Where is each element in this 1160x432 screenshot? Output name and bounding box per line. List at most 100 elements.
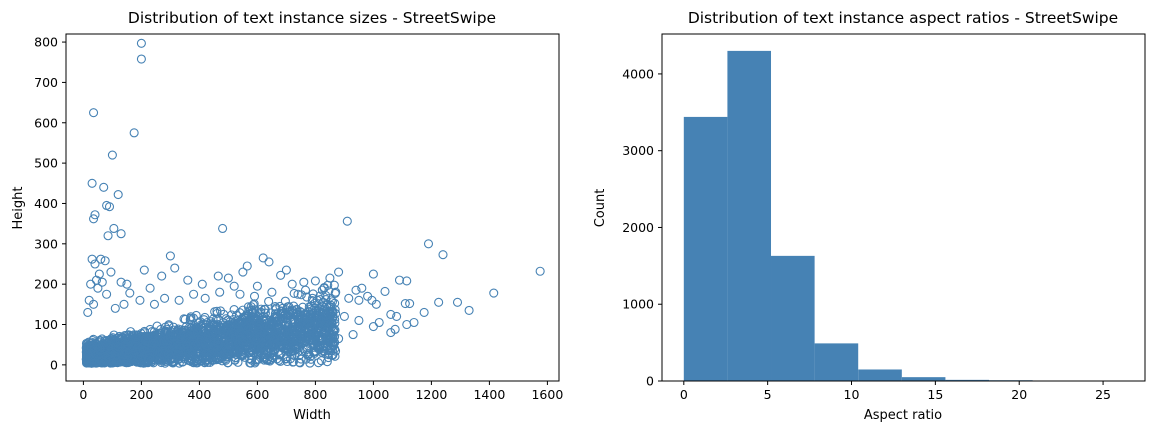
scatter-point [100,256,110,266]
scatter-point [145,283,155,293]
scatter-point [89,299,99,309]
scatter-x-tick-label: 800 [303,387,327,402]
scatter-point [110,303,120,313]
scatter-point [264,296,274,306]
scatter-point [159,336,170,346]
scatter-point [116,229,126,239]
scatter-point [423,239,434,249]
scatter-point [438,250,448,260]
scatter-point [136,38,146,48]
scatter-point [267,287,277,297]
histogram-y-label: Count [593,189,608,228]
scatter-y-tick-label: 700 [34,75,58,90]
scatter-point [149,299,159,309]
scatter-point [264,257,274,267]
histogram-y-tick-label: 4000 [622,66,654,81]
scatter-point [189,289,199,299]
scatter-point [324,329,334,339]
scatter-point [86,279,96,289]
scatter-point [342,216,352,226]
scatter-point [319,305,329,315]
scatter-point [274,355,284,365]
scatter-point [400,298,410,309]
scatter-point [245,353,255,364]
scatter-point [276,315,286,325]
scatter-point [122,355,132,365]
scatter-point [264,328,274,338]
scatter-point [287,279,297,289]
scatter-point [247,355,257,365]
scatter-point [357,283,367,293]
scatter-point [108,336,118,346]
scatter-point [131,330,141,340]
histogram-y-tick-label: 2000 [622,220,654,235]
histogram-bar [945,379,990,381]
scatter-point [212,306,222,316]
scatter-point [140,340,150,350]
scatter-point [313,358,323,368]
histogram-title: Distribution of text instance aspect rat… [688,9,1118,27]
scatter-point [328,340,338,350]
scatter-point [161,328,171,338]
scatter-point [386,328,396,338]
scatter-point [210,336,220,346]
scatter-point [93,283,103,293]
scatter-point [122,279,132,289]
scatter-point [184,351,194,361]
scatter-point [148,353,158,363]
scatter-point [146,343,156,353]
scatter-point [225,320,235,330]
scatter-point [90,259,100,269]
histogram-x-tick-label: 0 [680,387,688,402]
histogram-axes-frame [661,33,1146,382]
scatter-point [380,286,390,296]
scatter-point [299,330,309,340]
scatter-point [319,282,329,293]
scatter-point [292,344,302,354]
scatter-point [207,355,217,366]
scatter-point [251,335,261,346]
scatter-point [94,269,104,279]
scatter-x-tick-label: 1600 [531,387,563,402]
scatter-point [291,342,302,352]
scatter-point [122,349,132,359]
scatter-y-label: Height [11,187,26,230]
scatter-point [368,269,378,279]
scatter-point [285,326,295,336]
scatter-point [138,345,148,355]
scatter-point [289,288,299,299]
scatter-point [405,298,415,309]
histogram-bar [901,377,946,381]
scatter-x-tick-label: 1200 [415,387,447,402]
scatter-point [135,295,145,305]
scatter-point [213,271,223,281]
scatter-point [247,308,257,318]
scatter-point [273,324,283,334]
scatter-point [205,321,215,332]
scatter-point [289,340,299,350]
scatter-point [452,297,463,307]
scatter-point [309,333,319,343]
scatter-chart: Distribution of text instance sizes - St… [11,9,563,423]
scatter-point [314,306,324,316]
scatter-point [339,311,349,321]
scatter-point [402,276,412,286]
histogram-y-tick-label: 3000 [622,143,654,158]
scatter-point [249,299,259,309]
scatter-point [233,357,243,367]
scatter-point [99,182,109,192]
scatter-point [293,289,303,299]
scatter-point [181,321,191,331]
scatter-point [85,354,95,364]
scatter-x-label: Width [293,408,331,423]
scatter-point [308,340,318,350]
scatter-point [327,329,337,339]
scatter-point [111,357,121,367]
scatter-point [259,352,269,362]
scatter-ticks: 0 200 400 600 800 1000 1200 1400 1600 0 100 200 300 4… [34,35,563,402]
scatter-point [268,330,278,340]
scatter-point [318,333,328,343]
scatter-point [290,318,300,328]
scatter-point [280,344,290,354]
